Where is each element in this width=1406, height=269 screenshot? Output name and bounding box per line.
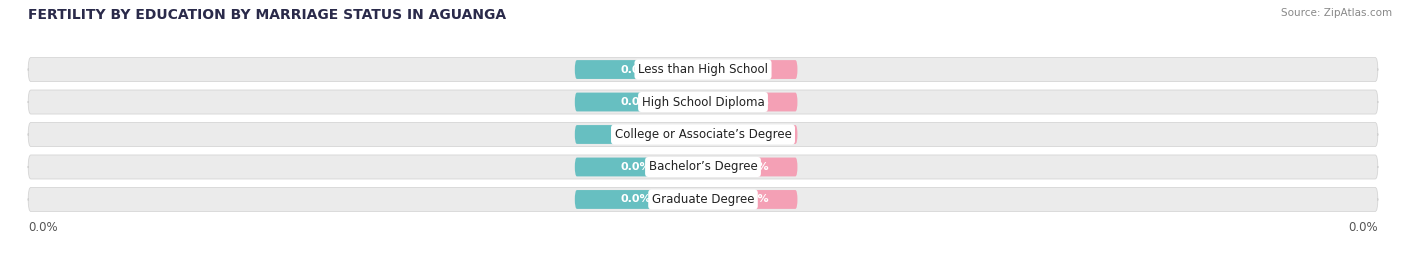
Text: 0.0%: 0.0% bbox=[620, 194, 651, 204]
Text: High School Diploma: High School Diploma bbox=[641, 95, 765, 108]
FancyBboxPatch shape bbox=[575, 158, 696, 176]
FancyBboxPatch shape bbox=[710, 60, 797, 79]
FancyBboxPatch shape bbox=[710, 158, 797, 176]
Text: 0.0%: 0.0% bbox=[738, 129, 769, 140]
FancyBboxPatch shape bbox=[28, 90, 1378, 114]
Text: 0.0%: 0.0% bbox=[738, 97, 769, 107]
Text: Less than High School: Less than High School bbox=[638, 63, 768, 76]
FancyBboxPatch shape bbox=[575, 60, 696, 79]
Text: 0.0%: 0.0% bbox=[620, 162, 651, 172]
Text: College or Associate’s Degree: College or Associate’s Degree bbox=[614, 128, 792, 141]
FancyBboxPatch shape bbox=[575, 125, 696, 144]
Text: 0.0%: 0.0% bbox=[738, 162, 769, 172]
Text: Graduate Degree: Graduate Degree bbox=[652, 193, 754, 206]
FancyBboxPatch shape bbox=[28, 155, 1378, 179]
Text: 0.0%: 0.0% bbox=[738, 65, 769, 75]
Text: Bachelor’s Degree: Bachelor’s Degree bbox=[648, 161, 758, 174]
Text: 0.0%: 0.0% bbox=[28, 221, 58, 233]
FancyBboxPatch shape bbox=[710, 93, 797, 111]
Text: 0.0%: 0.0% bbox=[1348, 221, 1378, 233]
Text: 0.0%: 0.0% bbox=[620, 129, 651, 140]
Text: 0.0%: 0.0% bbox=[738, 194, 769, 204]
FancyBboxPatch shape bbox=[28, 122, 1378, 147]
FancyBboxPatch shape bbox=[575, 190, 696, 209]
Text: 0.0%: 0.0% bbox=[620, 97, 651, 107]
FancyBboxPatch shape bbox=[710, 125, 797, 144]
Text: FERTILITY BY EDUCATION BY MARRIAGE STATUS IN AGUANGA: FERTILITY BY EDUCATION BY MARRIAGE STATU… bbox=[28, 8, 506, 22]
FancyBboxPatch shape bbox=[28, 58, 1378, 82]
Text: Source: ZipAtlas.com: Source: ZipAtlas.com bbox=[1281, 8, 1392, 18]
FancyBboxPatch shape bbox=[575, 93, 696, 111]
FancyBboxPatch shape bbox=[710, 190, 797, 209]
Text: 0.0%: 0.0% bbox=[620, 65, 651, 75]
FancyBboxPatch shape bbox=[28, 187, 1378, 211]
